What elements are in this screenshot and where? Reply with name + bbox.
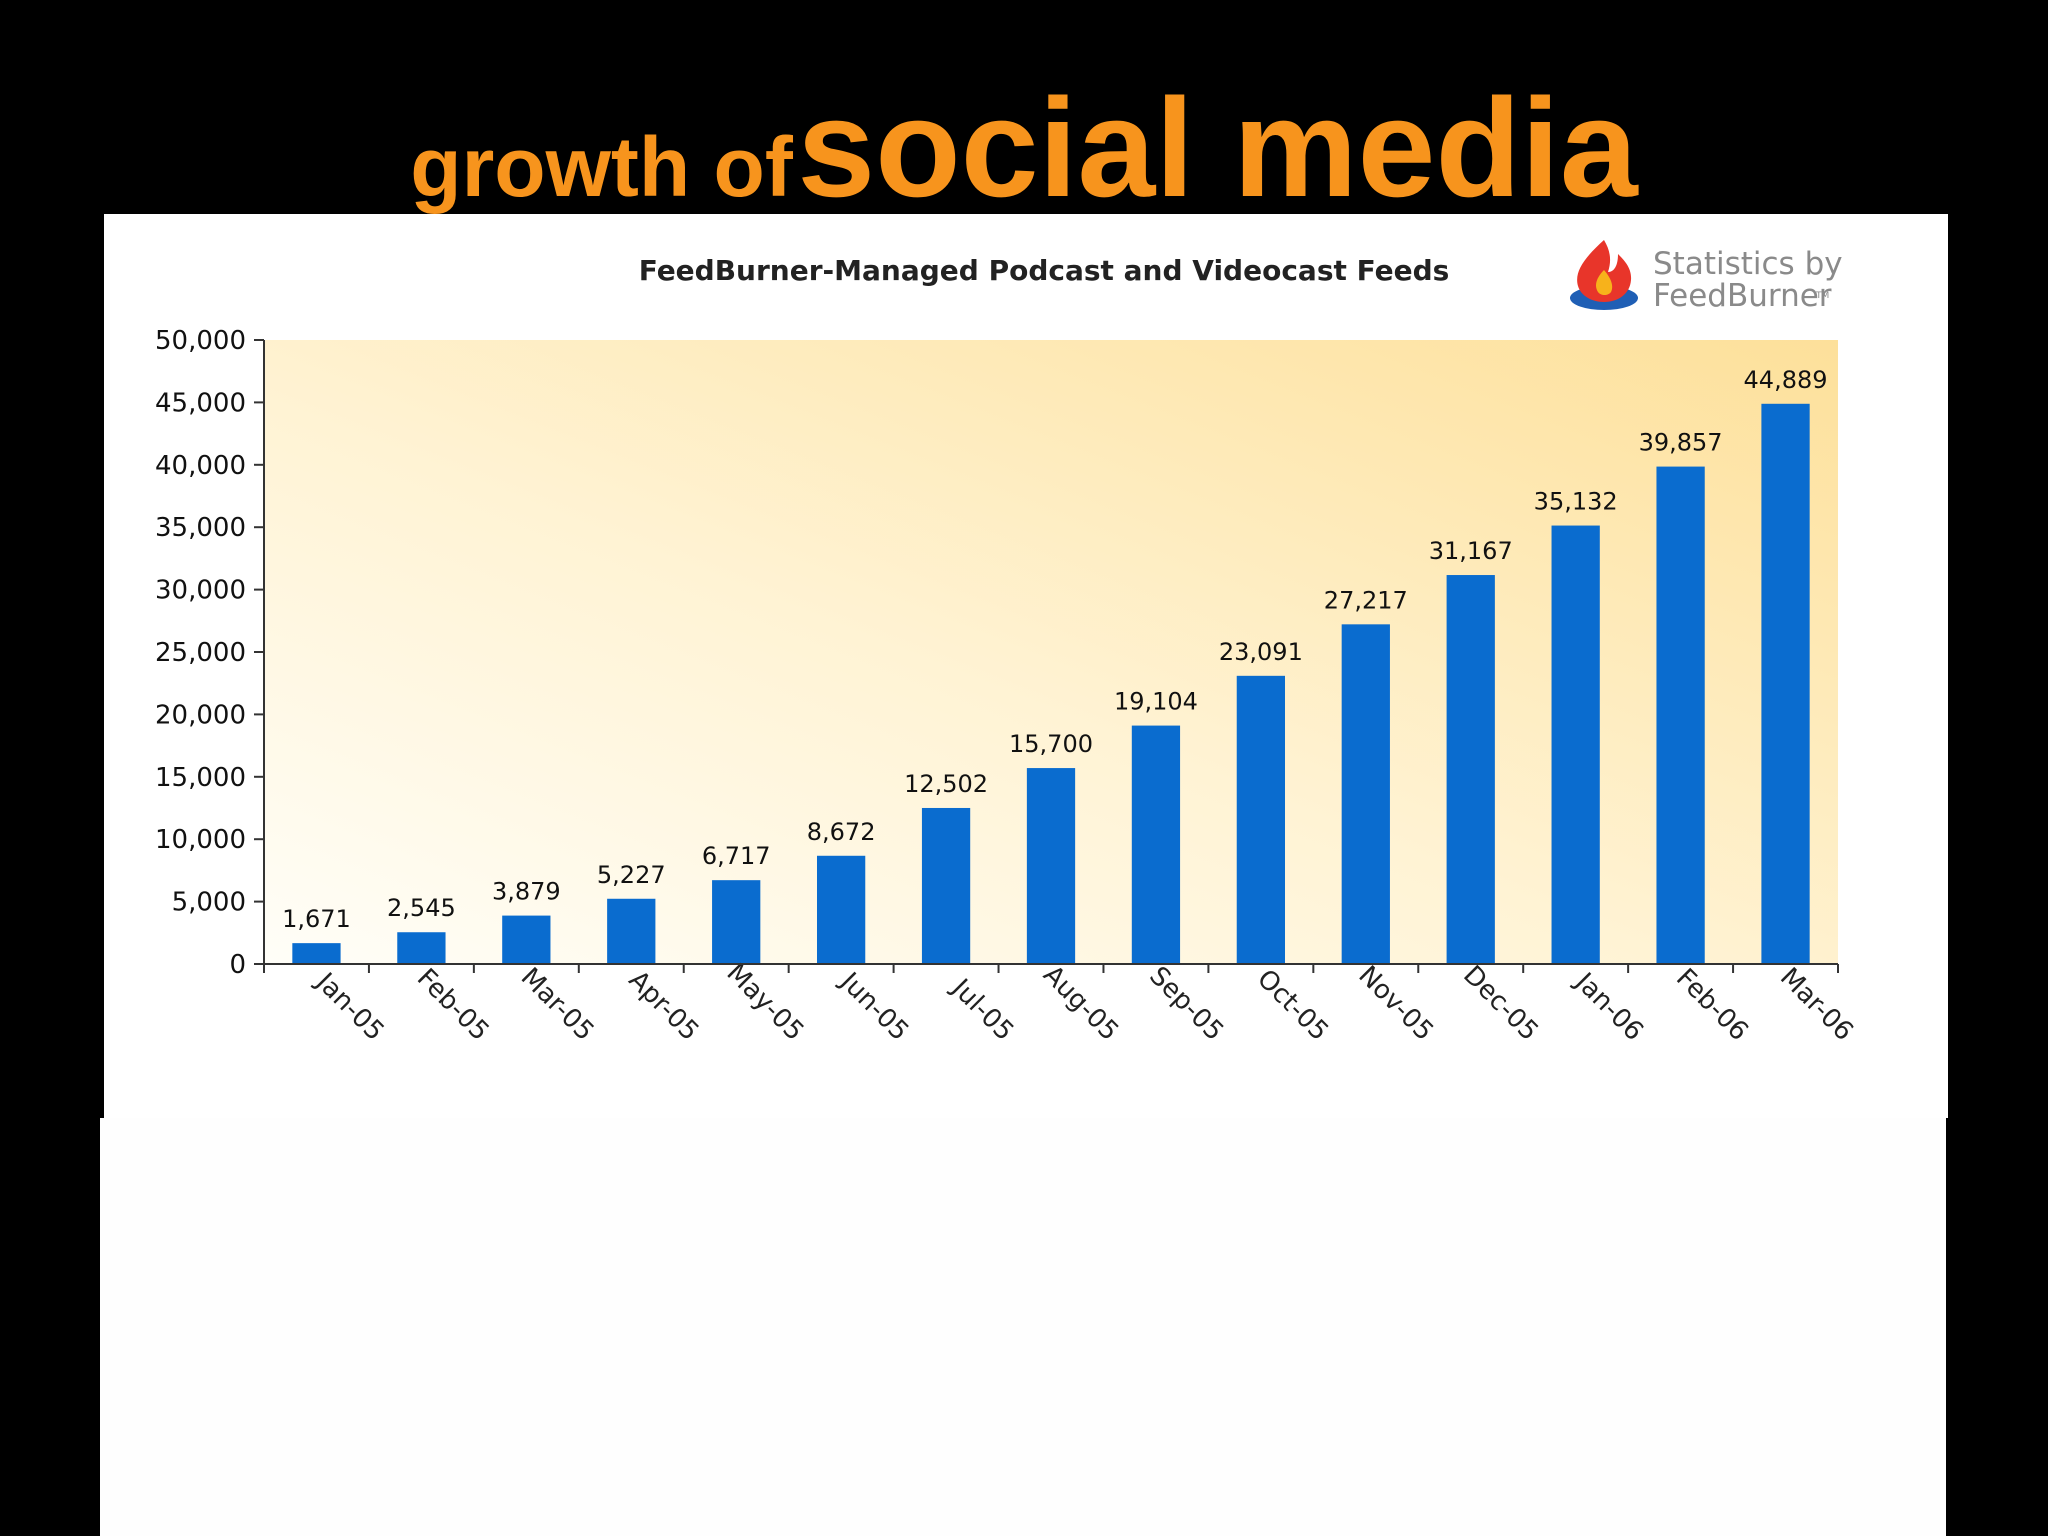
value-labels: 1,671 2,545 3,879 5,227 6,717 8,672 12,502 15,7… bbox=[282, 366, 1827, 933]
bar-value-label: 1,671 bbox=[282, 905, 351, 933]
chart-panel: FeedBurner-Managed Podcast and Videocast… bbox=[104, 214, 1948, 1118]
x-tick-label: Jan-05 bbox=[309, 966, 390, 1047]
empty-content-area bbox=[100, 1118, 1946, 1536]
bar-value-label: 39,857 bbox=[1639, 429, 1723, 457]
bar-value-label: 27,217 bbox=[1324, 586, 1408, 614]
bar bbox=[607, 898, 656, 964]
x-tick-label: Mar-06 bbox=[1774, 962, 1859, 1047]
slide-title-main: social media bbox=[797, 69, 1638, 226]
x-tick-label: Nov-05 bbox=[1352, 960, 1439, 1047]
bar bbox=[1656, 466, 1705, 964]
bar-value-label: 31,167 bbox=[1429, 537, 1513, 565]
x-tick-label: Dec-05 bbox=[1457, 960, 1544, 1047]
bar-value-label: 44,889 bbox=[1744, 366, 1828, 394]
bar-value-label: 12,502 bbox=[904, 770, 988, 798]
bar-value-label: 23,091 bbox=[1219, 638, 1303, 666]
bar bbox=[921, 807, 971, 964]
y-tick-label: 10,000 bbox=[155, 825, 246, 855]
x-tick-label: Apr-05 bbox=[623, 965, 705, 1047]
bar-value-label: 6,717 bbox=[702, 842, 771, 870]
feedburner-logo: Statistics by FeedBurner TM bbox=[1570, 240, 1843, 314]
bar bbox=[502, 915, 551, 964]
x-tick-label: Feb-06 bbox=[1670, 963, 1754, 1047]
logo-line-1: Statistics by bbox=[1653, 246, 1843, 282]
bar bbox=[292, 943, 341, 964]
bar-chart: FeedBurner-Managed Podcast and Videocast… bbox=[155, 240, 1859, 1047]
y-tick-label: 15,000 bbox=[155, 763, 246, 793]
y-tick-label: 20,000 bbox=[155, 700, 246, 730]
bar bbox=[1026, 768, 1076, 964]
bar-value-label: 19,104 bbox=[1114, 688, 1198, 716]
x-tick-label: Feb-05 bbox=[411, 963, 495, 1047]
y-tick-label: 5,000 bbox=[172, 888, 246, 918]
bar bbox=[816, 855, 866, 964]
logo-line-2: FeedBurner bbox=[1653, 278, 1832, 314]
x-axis-ticks bbox=[263, 964, 1839, 973]
bars bbox=[292, 403, 1810, 964]
bar-value-label: 8,672 bbox=[807, 818, 876, 846]
x-tick-label: Jun-05 bbox=[833, 966, 914, 1047]
x-tick-label: Jan-06 bbox=[1568, 966, 1649, 1047]
y-tick-label: 50,000 bbox=[155, 326, 246, 356]
x-tick-label: Sep-05 bbox=[1143, 961, 1229, 1047]
slide-title: growth of social media bbox=[0, 78, 2048, 218]
bar bbox=[397, 932, 446, 964]
bar bbox=[1761, 403, 1810, 964]
y-tick-label: 45,000 bbox=[155, 388, 246, 418]
chart-title: FeedBurner-Managed Podcast and Videocast… bbox=[639, 254, 1450, 287]
x-tick-label: May-05 bbox=[721, 958, 810, 1047]
x-tick-label: Mar-05 bbox=[515, 962, 600, 1047]
logo-trademark: TM bbox=[1815, 291, 1829, 301]
flame-icon bbox=[1570, 240, 1638, 310]
y-tick-label: 40,000 bbox=[155, 451, 246, 481]
bar bbox=[1446, 575, 1495, 964]
bar bbox=[1551, 525, 1600, 964]
bar bbox=[712, 880, 761, 964]
y-tick-label: 25,000 bbox=[155, 638, 246, 668]
x-axis-labels: Jan-05 Feb-05 Mar-05 Apr-05 May-05 Jun-05 Jul-… bbox=[309, 958, 1859, 1047]
bar-value-label: 35,132 bbox=[1534, 488, 1618, 516]
bar-value-label: 15,700 bbox=[1009, 730, 1093, 758]
x-tick-label: Aug-05 bbox=[1037, 960, 1124, 1047]
bar bbox=[1131, 725, 1181, 964]
x-tick-label: Oct-05 bbox=[1251, 964, 1334, 1047]
y-tick-label: 30,000 bbox=[155, 576, 246, 606]
bar-value-label: 3,879 bbox=[492, 878, 561, 906]
y-axis-ticks: 0 5,000 10,000 15,000 20,000 25,000 30,000 35,0… bbox=[155, 326, 264, 980]
bar bbox=[1341, 624, 1390, 964]
y-tick-label: 0 bbox=[229, 950, 246, 980]
bar-value-label: 2,545 bbox=[387, 894, 456, 922]
slide-title-prefix: growth of bbox=[410, 120, 793, 214]
y-tick-label: 35,000 bbox=[155, 513, 246, 543]
x-tick-label: Jul-05 bbox=[944, 972, 1019, 1047]
bar bbox=[1236, 675, 1286, 964]
bar-value-label: 5,227 bbox=[597, 861, 666, 889]
